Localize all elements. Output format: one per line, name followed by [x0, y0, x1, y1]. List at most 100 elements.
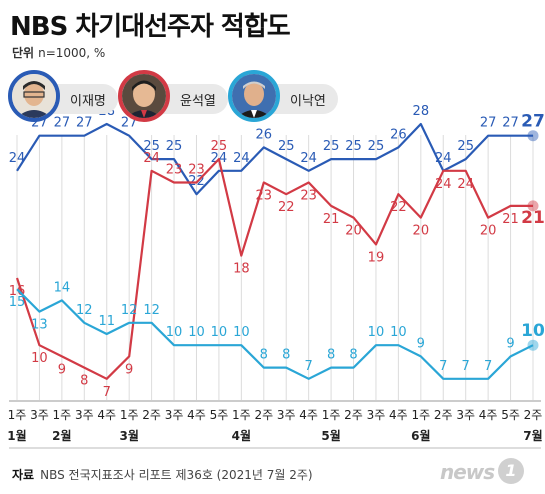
x-tick-label: 3주 [75, 408, 94, 422]
data-point [527, 339, 539, 351]
data-label: 10 [390, 325, 407, 340]
source-label: 자료 [12, 468, 35, 482]
series-line-2 [15, 158, 533, 380]
x-tick-label: 2주 [254, 408, 273, 422]
source-text: NBS 전국지표조사 리포트 제36호 (2021년 7월 2주) [40, 468, 313, 482]
legend-item-lee-jaemyung: 이재명 [8, 70, 118, 122]
data-label: 21 [521, 208, 545, 228]
x-tick-label: 4주 [479, 408, 498, 422]
data-label: 22 [278, 200, 295, 215]
month-label: 5월 [321, 428, 340, 443]
data-label: 15 [9, 295, 26, 310]
data-label: 7 [484, 359, 492, 374]
logo-text: news [440, 460, 495, 484]
x-tick-label: 1주 [120, 408, 139, 422]
data-label: 20 [480, 224, 497, 239]
data-label: 28 [413, 104, 430, 119]
data-label: 10 [211, 325, 228, 340]
data-label: 8 [80, 374, 88, 389]
data-label: 8 [282, 348, 290, 363]
data-label: 24 [457, 177, 474, 192]
x-tick-label: 1주 [8, 408, 27, 422]
unit-label: 단위 [12, 46, 35, 60]
x-tick-label: 4주 [389, 408, 408, 422]
month-label: 3월 [119, 428, 138, 443]
month-label: 2월 [52, 428, 71, 443]
unit-value: n=1000, % [38, 46, 106, 60]
data-label: 7 [103, 385, 111, 400]
data-label: 11 [98, 314, 115, 329]
data-label: 12 [76, 303, 93, 318]
data-label: 9 [417, 336, 425, 351]
data-label: 25 [166, 139, 183, 154]
data-label: 25 [457, 139, 474, 154]
x-tick-label: 3주 [165, 408, 184, 422]
chart-title: NBS 차기대선주자 적합도 [10, 12, 291, 42]
x-tick-label: 5주 [210, 408, 229, 422]
x-tick-label: 2주 [524, 408, 543, 422]
data-label: 9 [58, 362, 66, 377]
data-label: 24 [233, 151, 250, 166]
data-label: 20 [413, 224, 430, 239]
x-tick-label: 1주 [232, 408, 251, 422]
data-label: 20 [345, 224, 362, 239]
x-tick-label: 4주 [299, 408, 318, 422]
source-note: 자료 NBS 전국지표조사 리포트 제36호 (2021년 7월 2주) [12, 466, 313, 483]
data-label: 24 [435, 177, 452, 192]
data-label: 16 [9, 284, 26, 299]
data-label: 7 [305, 359, 313, 374]
legend-label: 이낙연 [290, 94, 326, 109]
logo-badge: 1 [498, 458, 524, 484]
x-tick-label: 1주 [322, 408, 341, 422]
data-label: 19 [368, 250, 385, 265]
data-label: 25 [278, 139, 295, 154]
x-tick-label: 3주 [367, 408, 386, 422]
x-tick-label: 2주 [434, 408, 453, 422]
x-tick-label: 1주 [411, 408, 430, 422]
data-label: 9 [506, 336, 514, 351]
month-label: 1월 [7, 428, 26, 443]
data-label: 25 [323, 139, 340, 154]
data-label: 18 [233, 262, 250, 277]
data-label: 8 [260, 348, 268, 363]
x-tick-label: 2주 [344, 408, 363, 422]
data-label: 23 [256, 189, 273, 204]
data-label: 24 [300, 151, 317, 166]
portrait-yoon-sukyeol-icon [118, 70, 170, 122]
legend-item-yoon-sukyeol: 윤석열 [118, 70, 228, 122]
data-label: 27 [480, 116, 497, 131]
data-label: 10 [188, 325, 205, 340]
data-label: 23 [188, 163, 205, 178]
data-label: 25 [368, 139, 385, 154]
data-label: 26 [390, 127, 407, 142]
unit-note: 단위 n=1000, % [12, 44, 105, 61]
data-label: 21 [323, 212, 340, 227]
data-label: 25 [211, 139, 228, 154]
month-label: 4월 [232, 428, 251, 443]
data-point [527, 200, 539, 212]
legend-item-lee-nakyon: 이낙연 [228, 70, 338, 122]
x-tick-label: 3주 [30, 408, 49, 422]
data-label: 12 [143, 303, 160, 318]
x-tick-label: 1주 [53, 408, 72, 422]
data-label: 7 [462, 359, 470, 374]
data-label: 8 [327, 348, 335, 363]
data-label: 10 [31, 351, 48, 366]
data-label: 25 [143, 139, 160, 154]
x-tick-label: 5주 [501, 408, 520, 422]
legend-label: 이재명 [70, 94, 106, 109]
data-label: 25 [345, 139, 362, 154]
data-label: 27 [502, 116, 519, 131]
data-label: 10 [521, 321, 545, 341]
data-label: 23 [300, 189, 317, 204]
data-point [527, 130, 539, 142]
data-label: 7 [439, 359, 447, 374]
x-tick-label: 3주 [456, 408, 475, 422]
data-label: 27 [54, 116, 71, 131]
data-label: 8 [349, 348, 357, 363]
data-label: 9 [125, 362, 133, 377]
legend-label: 윤석열 [180, 94, 216, 109]
data-label: 27 [76, 116, 93, 131]
